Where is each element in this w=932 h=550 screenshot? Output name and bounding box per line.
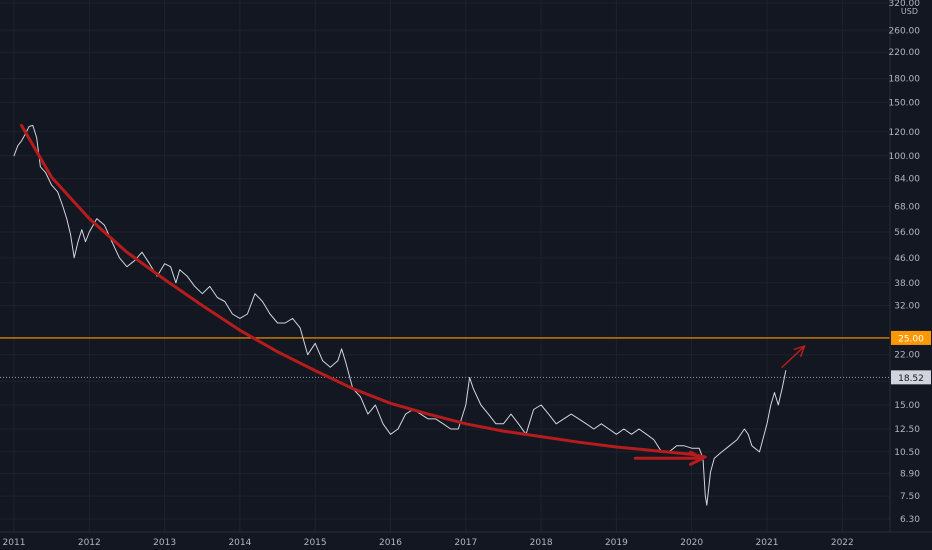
x-tick-label: 2012 bbox=[78, 538, 101, 548]
x-tick-label: 2019 bbox=[605, 538, 628, 548]
y-tick-label: 46.00 bbox=[894, 254, 920, 264]
trend-curve[interactable] bbox=[20, 123, 707, 459]
x-tick-label: 2022 bbox=[831, 538, 854, 548]
x-tick-label: 2021 bbox=[756, 538, 779, 548]
y-tick-label: 120.00 bbox=[889, 128, 921, 138]
y-tick-label: 180.00 bbox=[889, 75, 921, 85]
y-tick-label: 10.50 bbox=[894, 448, 920, 458]
x-tick-label: 2020 bbox=[680, 538, 703, 548]
x-tick-label: 2017 bbox=[454, 538, 477, 548]
y-tick-label: 68.00 bbox=[894, 202, 920, 212]
y-tick-label: 22.00 bbox=[894, 351, 920, 361]
arrows-layer bbox=[633, 345, 806, 466]
y-tick-label: 12.50 bbox=[894, 425, 920, 435]
x-tick-label: 2013 bbox=[153, 538, 176, 548]
price-badge-1 bbox=[891, 370, 931, 385]
y-tick-label: 32.00 bbox=[894, 301, 920, 311]
price-series-line[interactable] bbox=[13, 124, 787, 506]
horizontal-lines bbox=[0, 337, 890, 378]
y-tick-label: 260.00 bbox=[889, 26, 921, 36]
y-tick-label: 7.50 bbox=[900, 492, 920, 502]
time-axis-panel bbox=[0, 532, 932, 550]
time-axis[interactable]: 2011 2012 2013 2014 2015 2016 2017 2018 2019 2020… bbox=[3, 538, 854, 548]
price-badge-label: 25.00 bbox=[898, 334, 924, 344]
price-badge-label: 18.52 bbox=[898, 374, 924, 384]
x-tick-label: 2015 bbox=[304, 538, 327, 548]
arrow-0-head bbox=[688, 450, 705, 466]
series-layer bbox=[13, 123, 787, 506]
currency-label: USD bbox=[901, 7, 918, 16]
price-badges: 25.00 18.52 bbox=[891, 330, 931, 385]
arrow-1-shaft[interactable] bbox=[781, 345, 806, 368]
y-tick-label: 320.00 bbox=[889, 0, 921, 9]
y-tick-label: 56.00 bbox=[894, 228, 920, 238]
y-tick-label: 6.30 bbox=[900, 515, 920, 525]
arrow-1-head bbox=[793, 345, 806, 358]
y-tick-label: 38.00 bbox=[894, 279, 920, 289]
price-badge-0 bbox=[891, 330, 931, 345]
y-tick-label: 15.00 bbox=[894, 401, 920, 411]
y-tick-label: 8.90 bbox=[900, 470, 920, 480]
y-tick-label: 100.00 bbox=[889, 152, 921, 162]
x-tick-label: 2018 bbox=[530, 538, 553, 548]
price-axis-panel bbox=[890, 0, 932, 532]
x-tick-label: 2011 bbox=[3, 538, 26, 548]
y-tick-label: 220.00 bbox=[889, 48, 921, 58]
x-tick-label: 2014 bbox=[228, 538, 251, 548]
x-tick-label: 2016 bbox=[379, 538, 402, 548]
y-tick-label: 84.00 bbox=[894, 175, 920, 185]
y-tick-label: 150.00 bbox=[889, 99, 921, 109]
